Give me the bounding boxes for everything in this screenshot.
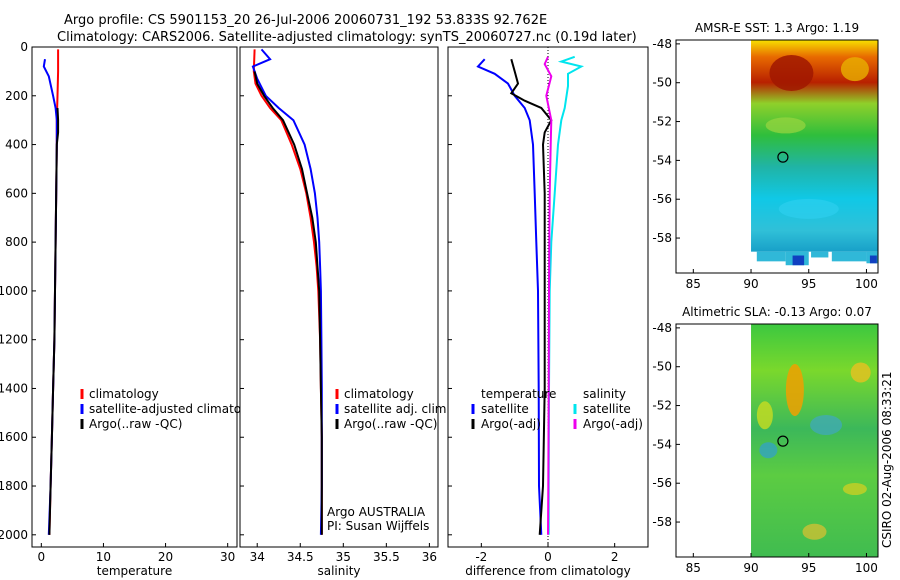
x-axis-label: salinity <box>317 564 360 578</box>
map-x-tick-label: 100 <box>855 277 878 291</box>
legend-label: satellite <box>481 402 529 416</box>
map-panel-sla_map: Altimetric SLA: -0.13 Argo: 0.07 85 90 95 10… <box>652 305 879 575</box>
side-timestamp: CSIRO 02-Aug-2006 08:33:21 <box>880 372 894 548</box>
map-x-tick-label: 95 <box>801 277 816 291</box>
map-y-tick-label: -50 <box>652 360 672 374</box>
map-field-patch <box>840 57 869 82</box>
y-tick-label: 1800 <box>0 479 28 493</box>
map-field-patch <box>756 401 773 430</box>
x-tick-label: 30 <box>220 550 235 564</box>
series-line <box>543 56 553 535</box>
panel-annotation: Argo AUSTRALIA <box>327 505 426 519</box>
map-field-patch <box>785 364 804 417</box>
series-line <box>48 107 60 535</box>
map-y-tick-label: -52 <box>652 399 672 413</box>
x-tick-label: 2 <box>611 550 619 564</box>
map-field-edge <box>756 251 786 262</box>
y-tick-label: 0 <box>20 40 28 54</box>
map-field-patch <box>810 414 843 435</box>
map-y-tick-label: -50 <box>652 76 672 90</box>
map-y-tick-label: -56 <box>652 192 672 206</box>
y-tick-label: 200 <box>5 89 28 103</box>
legend-group-title: salinity <box>583 387 626 401</box>
x-tick-label: 36 <box>422 550 437 564</box>
panel-annotation: PI: Susan Wijffels <box>327 519 429 533</box>
map-field-patch <box>802 523 827 540</box>
map-x-tick-label: 90 <box>743 561 758 575</box>
legend-label: satellite adj. clim. <box>344 402 450 416</box>
map-field-edge <box>831 251 867 262</box>
x-axis-label: temperature <box>97 564 172 578</box>
y-tick-label: 1000 <box>0 284 28 298</box>
map-panel-sst_map: AMSR-E SST: 1.3 Argo: 1.19 85 90 95 100 -48 -5… <box>652 21 879 291</box>
map-field-patch <box>869 255 877 264</box>
map-y-tick-label: -58 <box>652 231 672 245</box>
legend-label: Argo(..raw -QC) <box>89 417 182 431</box>
map-field-patch <box>842 483 867 496</box>
x-tick-label: 20 <box>158 550 173 564</box>
x-tick-label: -2 <box>475 550 487 564</box>
x-tick-label: 10 <box>96 550 111 564</box>
y-tick-label: 1400 <box>0 381 28 395</box>
series-line <box>509 58 553 535</box>
x-tick-label: 34.5 <box>287 550 314 564</box>
map-x-tick-label: 90 <box>743 277 758 291</box>
map-field-patch <box>850 362 871 383</box>
plot-frame <box>31 46 238 548</box>
map-title: AMSR-E SST: 1.3 Argo: 1.19 <box>695 21 859 35</box>
map-y-tick-label: -54 <box>652 153 672 167</box>
x-tick-label: 35.5 <box>373 550 400 564</box>
profile-panel-salinity: 34 34.5 35 35.5 36 salinity climatologysatelli… <box>239 46 450 578</box>
map-field-patch <box>769 55 814 92</box>
y-tick-label: 1200 <box>0 333 28 347</box>
map-y-tick-label: -48 <box>652 321 672 335</box>
y-tick-label: 800 <box>5 235 28 249</box>
figure-title-line1: Argo profile: CS 5901153_20 26-Jul-2006 … <box>64 13 548 28</box>
map-field-patch <box>792 255 805 266</box>
legend-label: Argo(..raw -QC) <box>344 417 437 431</box>
map-y-tick-label: -56 <box>652 476 672 490</box>
profile-location-marker <box>777 435 789 447</box>
legend-label: satellite-adjusted climatology <box>89 402 267 416</box>
map-field-edge <box>811 251 829 258</box>
map-frame <box>675 323 879 558</box>
map-field-patch <box>778 198 839 219</box>
map-field <box>751 324 878 557</box>
y-tick-label: 1600 <box>0 430 28 444</box>
x-tick-label: 35 <box>336 550 351 564</box>
map-x-tick-label: 100 <box>855 561 878 575</box>
map-x-tick-label: 85 <box>686 561 701 575</box>
x-tick-label: 34 <box>250 550 265 564</box>
x-tick-label: 0 <box>37 550 45 564</box>
map-x-tick-label: 85 <box>686 277 701 291</box>
legend-label: Argo(-adj) <box>481 417 541 431</box>
legend-label: Argo(-adj) <box>583 417 643 431</box>
legend-group-title: temperature <box>481 387 556 401</box>
y-tick-label: 2000 <box>0 528 28 542</box>
legend-label: satellite <box>583 402 631 416</box>
map-y-tick-label: -54 <box>652 437 672 451</box>
map-field-patch <box>765 117 806 134</box>
series-line <box>476 58 543 535</box>
map-x-tick-label: 95 <box>801 561 816 575</box>
map-y-tick-label: -48 <box>652 37 672 51</box>
x-axis-label: difference from climatology <box>465 564 631 578</box>
map-title: Altimetric SLA: -0.13 Argo: 0.07 <box>682 305 872 319</box>
figure-title-line2: Climatology: CARS2006. Satellite-adjuste… <box>57 30 637 45</box>
legend-label: climatology <box>344 387 414 401</box>
map-y-tick-label: -52 <box>652 115 672 129</box>
y-tick-label: 600 <box>5 186 28 200</box>
profile-panel-temperature: 0 10 20 30 0 200 400 600 800 1000 1200 1400 1600 1800… <box>0 40 267 578</box>
series-line <box>253 71 323 535</box>
y-tick-label: 400 <box>5 138 28 152</box>
plot-frame <box>239 46 439 548</box>
map-y-tick-label: -58 <box>652 515 672 529</box>
legend-label: climatology <box>89 387 159 401</box>
profile-location-marker <box>777 151 789 163</box>
map-field-patch <box>759 442 778 459</box>
x-tick-label: 0 <box>544 550 552 564</box>
map-frame <box>675 39 879 274</box>
